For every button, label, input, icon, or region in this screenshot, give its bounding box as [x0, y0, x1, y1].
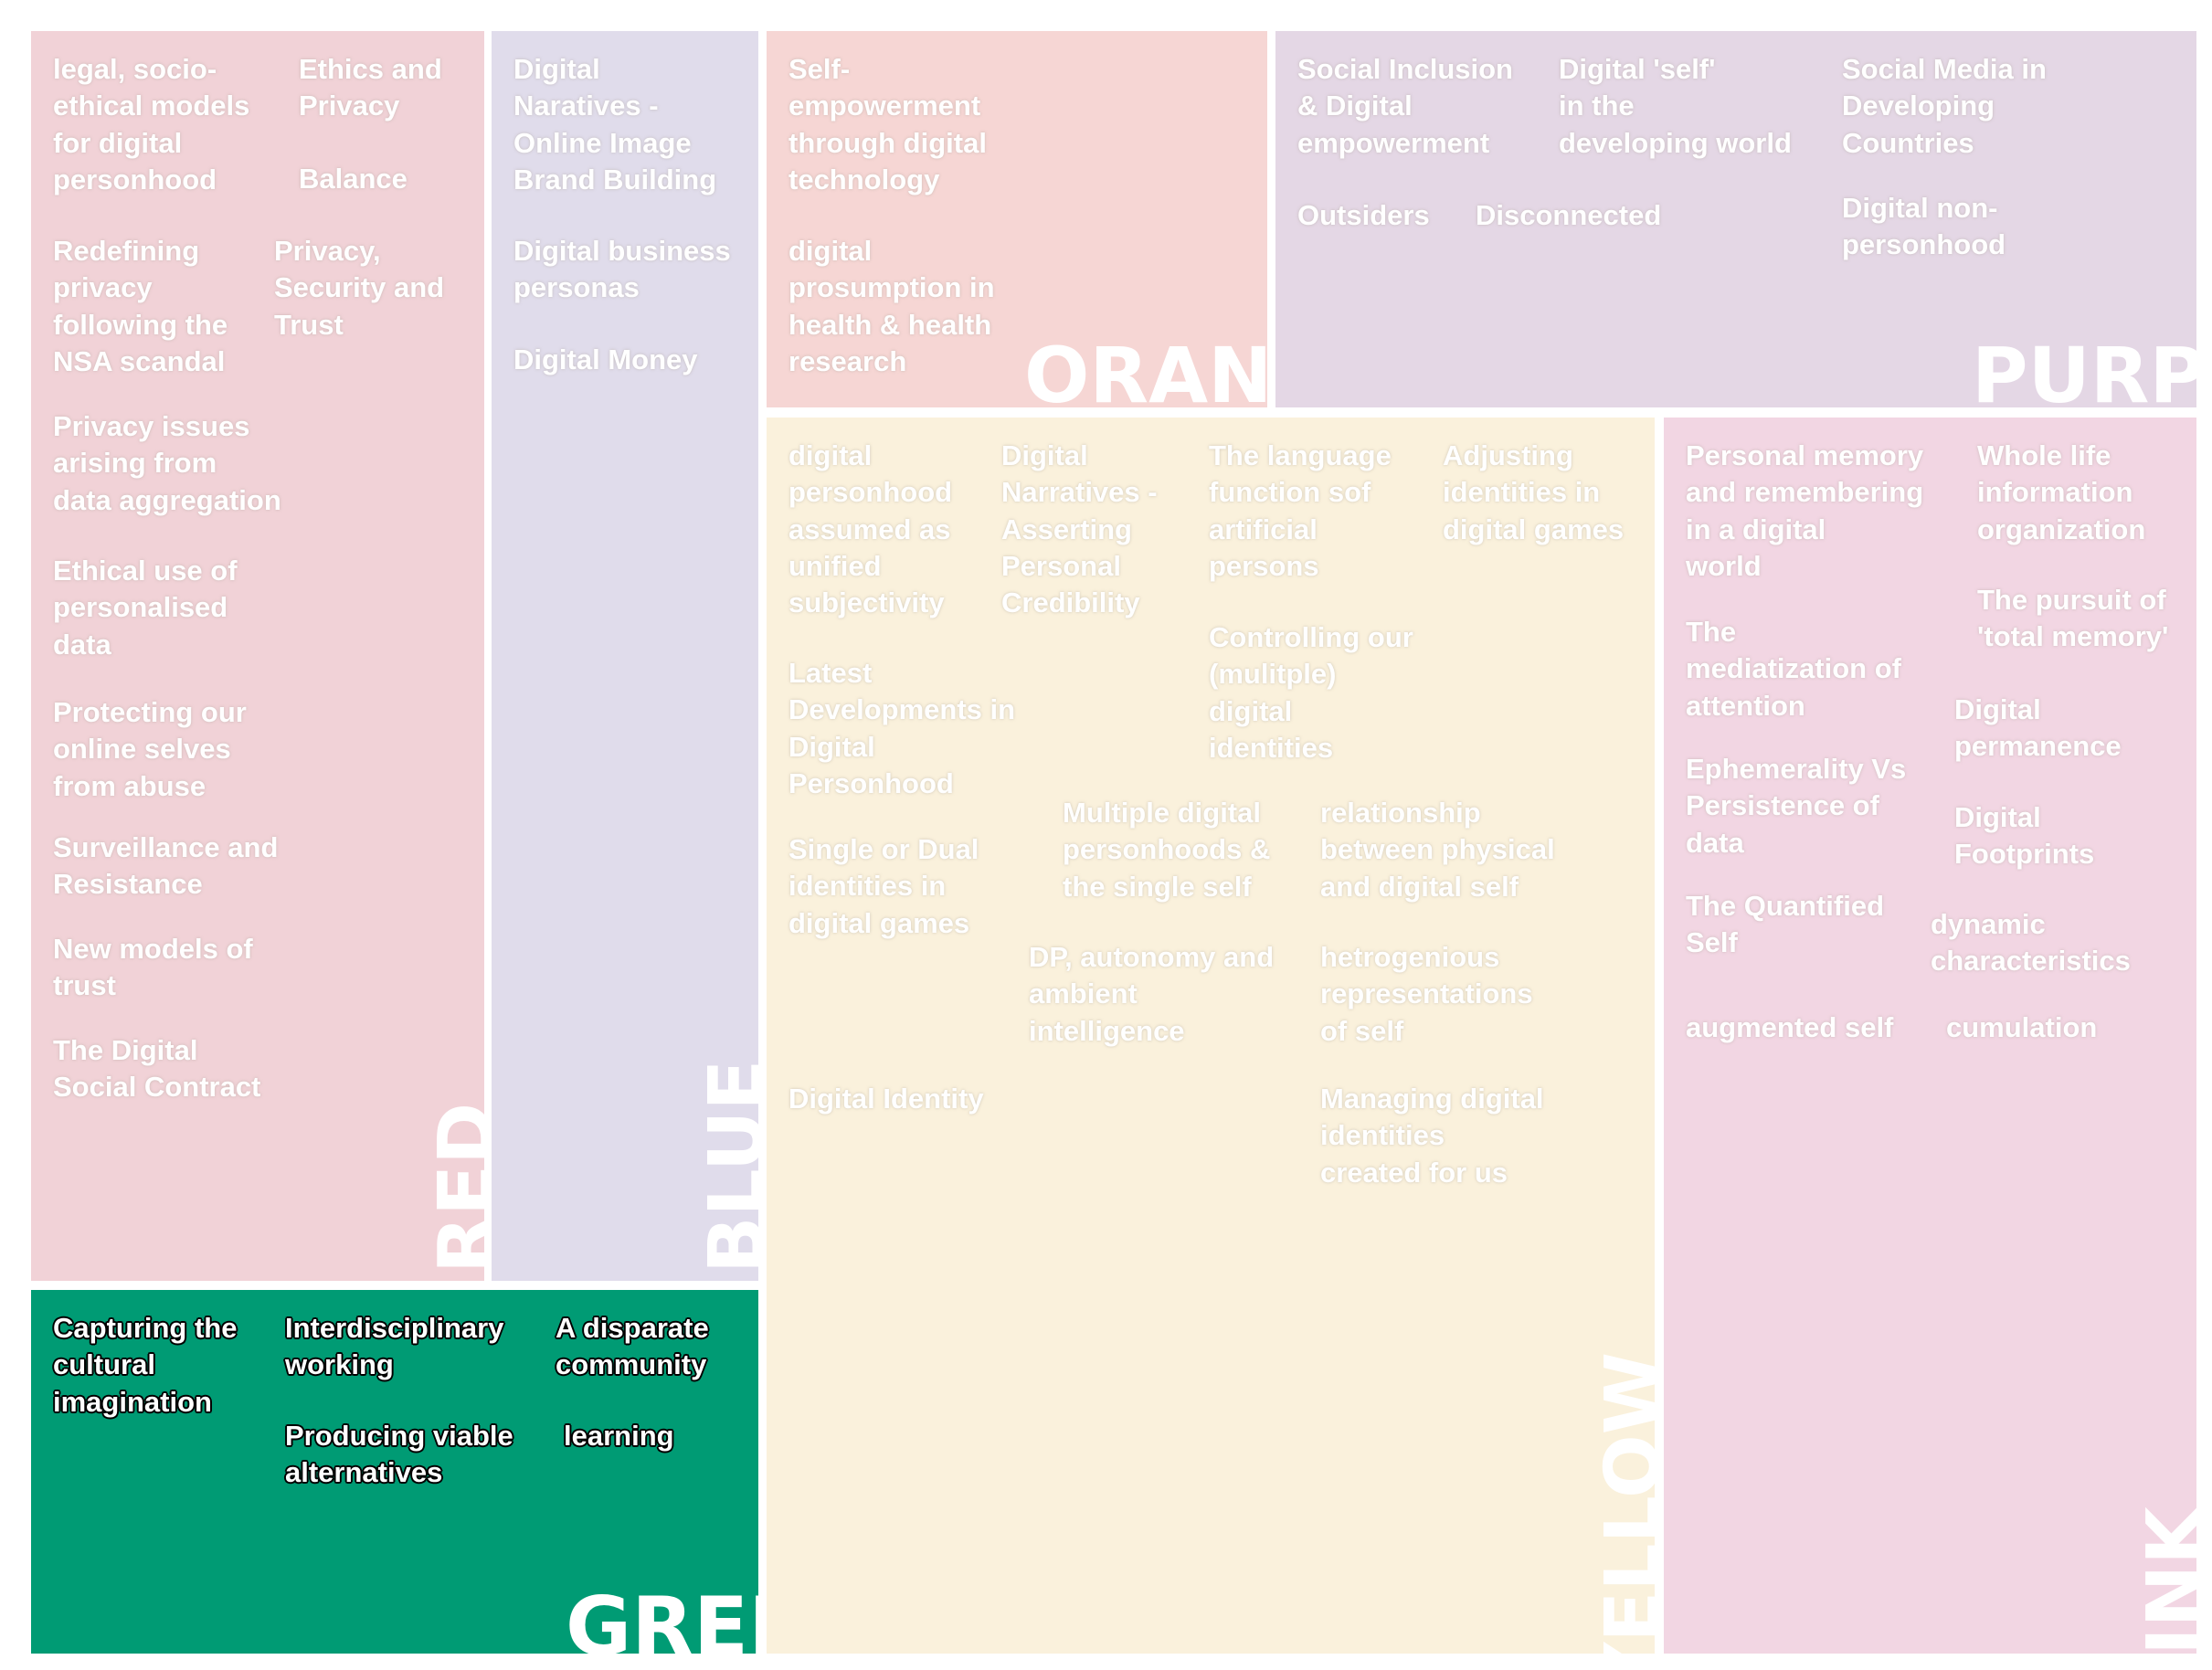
- topic-dynamic-characteristics: dynamic characteristics: [1931, 908, 2131, 978]
- blue-panel: Digital Naratives - Online Image Brand B…: [492, 31, 758, 1281]
- topic-ephemerality-vs-persistence: Ephemerality Vs Persistence of data: [1686, 753, 1907, 859]
- topic-mediatization-of-attention: The mediatization of attention: [1686, 616, 1901, 722]
- topic-new-models-of-trust: New models of trust: [53, 933, 253, 1002]
- topic-personal-memory: Personal memory and remembering in a dig…: [1686, 439, 1924, 582]
- topic-producing-viable-alternatives: Producing viable alternatives: [285, 1420, 513, 1489]
- topic-relationship-physical-digital: relationship between physical and digita…: [1320, 797, 1555, 903]
- topic-digital-permanence: Digital permanence: [1954, 693, 2122, 763]
- topic-digital-prosumption-health: digital prosumption in health & health r…: [788, 235, 995, 377]
- topic-whole-life-information: Whole life information organization: [1977, 439, 2146, 545]
- panel-label-orange: ORANGE: [1024, 331, 1267, 407]
- yellow-panel: digital personhood assumed as unified su…: [767, 418, 1655, 1654]
- topic-outsiders: Outsiders: [1297, 199, 1430, 231]
- topic-interdisciplinary-working: Interdisciplinary working: [285, 1312, 504, 1381]
- topic-legal-socio-ethical-models: legal, socio- ethical models for digital…: [53, 53, 250, 196]
- topic-digital-narratives-credibility: Digital Narratives - Asserting Personal …: [1001, 439, 1158, 619]
- topic-language-functions-artificial-persons: The language function sof artificial per…: [1209, 439, 1392, 582]
- purple-panel: Social Inclusion & Digital empowerment D…: [1275, 31, 2196, 407]
- topic-controlling-multiple-identities: Controlling our (mulitple) digital ident…: [1209, 621, 1413, 764]
- orange-panel: Self- empowerment through digital techno…: [767, 31, 1267, 407]
- topic-single-dual-identities: Single or Dual identities in digital gam…: [788, 833, 979, 939]
- pink-panel: Personal memory and remembering in a dig…: [1664, 418, 2196, 1654]
- topic-protecting-online-selves: Protecting our online selves from abuse: [53, 696, 247, 802]
- panel-label-blue: BLUE: [693, 1059, 758, 1274]
- topic-disparate-community: A disparate community: [556, 1312, 709, 1381]
- topic-redefining-privacy: Redefining privacy following the NSA sca…: [53, 235, 228, 377]
- topic-quantified-self: The Quantified Self: [1686, 890, 1884, 959]
- topic-surveillance-resistance: Surveillance and Resistance: [53, 831, 279, 901]
- topic-self-empowerment: Self- empowerment through digital techno…: [788, 53, 987, 196]
- topic-ethics-and-privacy: Ethics and Privacy: [299, 53, 442, 122]
- topic-cumulation: cumulation: [1946, 1011, 2098, 1043]
- topic-privacy-security-trust: Privacy, Security and Trust: [274, 235, 445, 341]
- panel-label-yellow: YELLOW: [1590, 1351, 1655, 1654]
- topic-digital-self-developing-world: Digital 'self' in the developing world: [1559, 53, 1792, 159]
- topic-disconnected: Disconnected: [1476, 199, 1662, 231]
- panel-label-purple: PURPLE: [1972, 331, 2196, 407]
- topic-digital-footprints: Digital Footprints: [1954, 801, 2095, 871]
- topic-digital-naratives-brand: Digital Naratives - Online Image Brand B…: [513, 53, 717, 196]
- topic-digital-business-personas: Digital business personas: [513, 235, 731, 304]
- topic-digital-non-personhood: Digital non- personhood: [1842, 192, 2006, 261]
- topic-personhood-unified-subjectivity: digital personhood assumed as unified su…: [788, 439, 953, 619]
- topic-augmented-self: augmented self: [1686, 1011, 1894, 1043]
- topic-hetrogenious-representations: hetrogenious representations of self: [1320, 941, 1533, 1047]
- topic-social-inclusion: Social Inclusion & Digital empowerment: [1297, 53, 1513, 159]
- topic-multiple-personhoods-single-self: Multiple digital personhoods & the singl…: [1063, 797, 1271, 903]
- panel-label-red: RED: [423, 1102, 484, 1274]
- topic-ethical-use-personalised-data: Ethical use of personalised data: [53, 555, 238, 661]
- panel-label-green: GREEN: [566, 1580, 758, 1654]
- topic-capturing-cultural-imagination: Capturing the cultural imagination: [53, 1312, 238, 1418]
- topic-balance: Balance: [299, 163, 407, 195]
- topic-social-media-developing-countries: Social Media in Developing Countries: [1842, 53, 2047, 159]
- topic-learning: learning: [564, 1420, 674, 1452]
- topic-digital-money: Digital Money: [513, 344, 698, 375]
- green-panel: Capturing the cultural imagination Inter…: [31, 1290, 758, 1654]
- topic-adjusting-identities-games: Adjusting identities in digital games: [1443, 439, 1625, 545]
- topic-digital-identity: Digital Identity: [788, 1083, 984, 1115]
- red-panel: legal, socio- ethical models for digital…: [31, 31, 484, 1281]
- topic-privacy-data-aggregation: Privacy issues arising from data aggrega…: [53, 410, 281, 516]
- topic-managing-identities-for-us: Managing digital identities created for …: [1320, 1083, 1544, 1189]
- topic-pursuit-total-memory: The pursuit of 'total memory': [1977, 584, 2169, 653]
- panel-label-pink: PINK: [2132, 1506, 2196, 1654]
- topic-digital-social-contract: The Digital Social Contract: [53, 1034, 261, 1104]
- topic-dp-autonomy-ambient: DP, autonomy and ambient intelligence: [1029, 941, 1275, 1047]
- topic-latest-developments: Latest Developments in Digital Personhoo…: [788, 657, 1016, 799]
